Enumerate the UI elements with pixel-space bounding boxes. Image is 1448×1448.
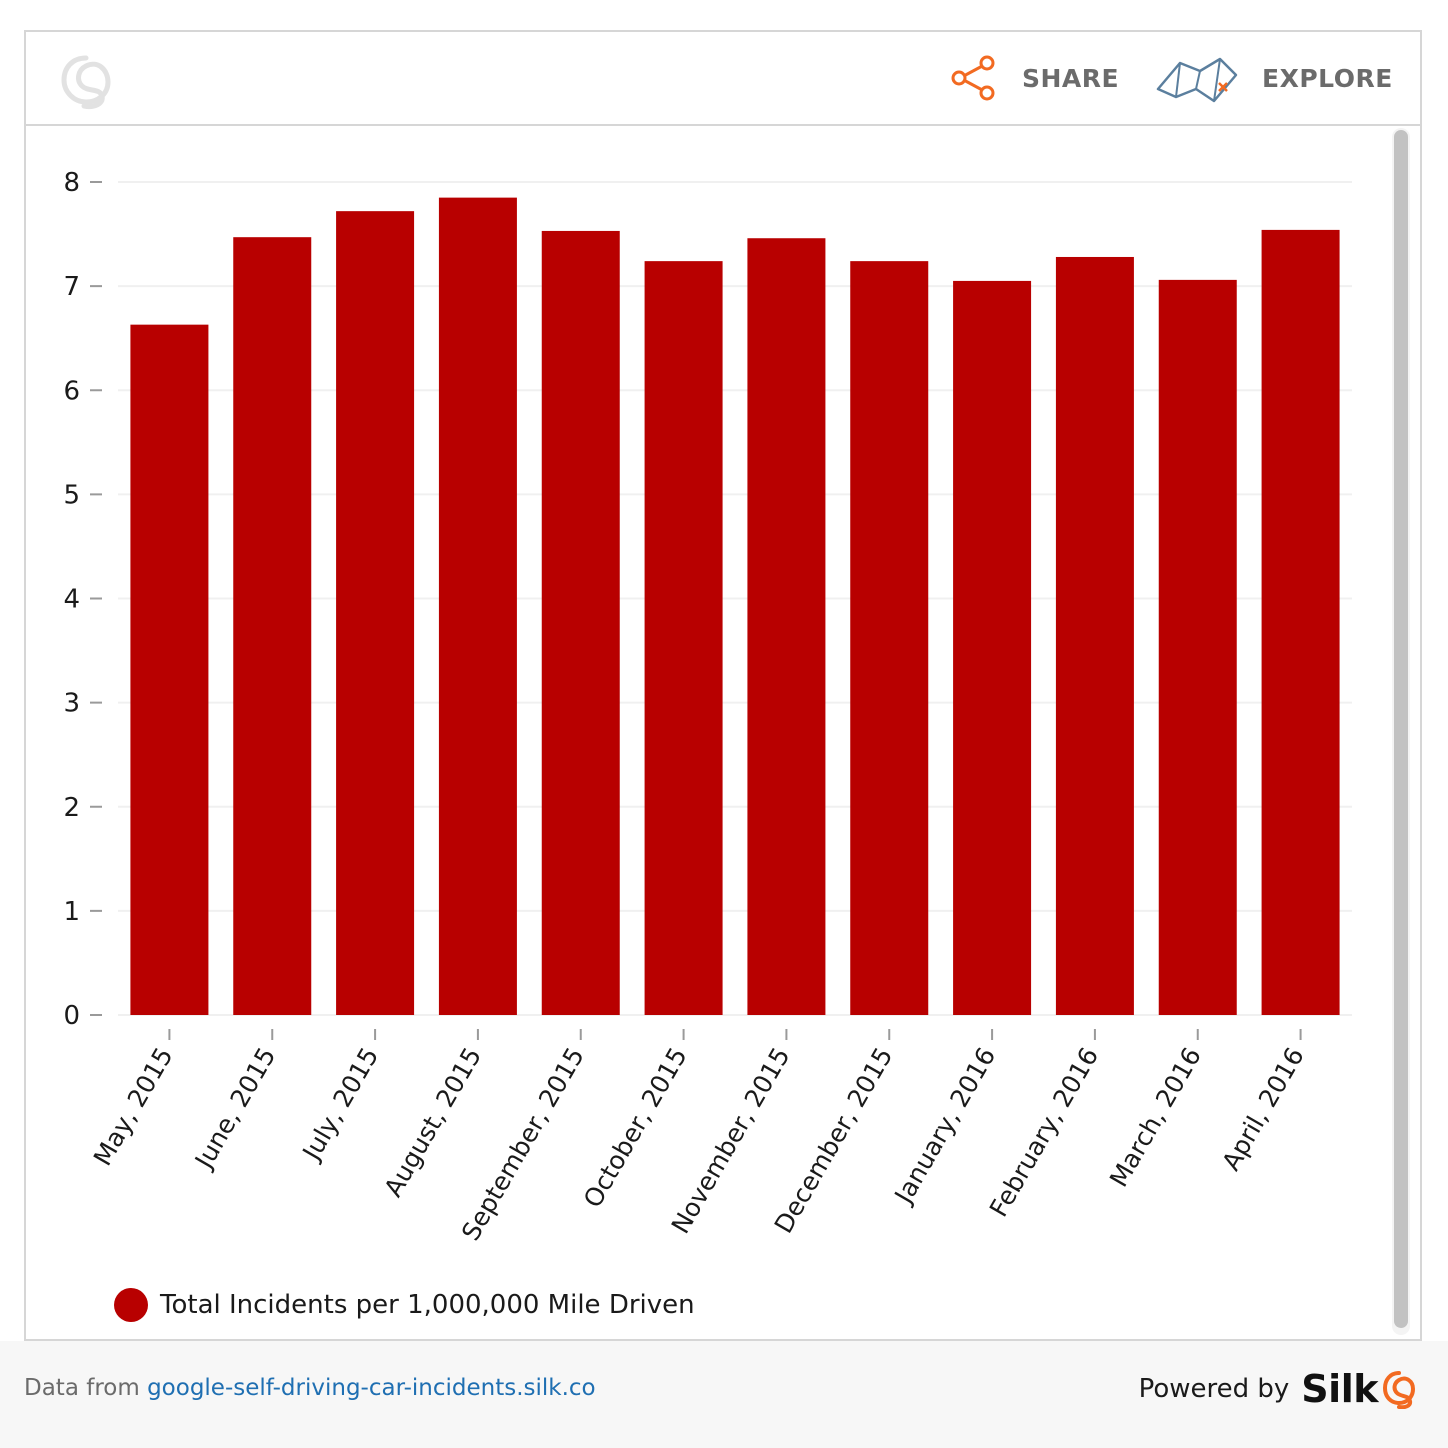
y-tick-label: 8: [63, 168, 80, 198]
share-label: SHARE: [1022, 63, 1120, 93]
data-source: Data from google-self-driving-car-incide…: [24, 1375, 596, 1401]
bar: [953, 280, 1032, 1015]
x-tick-label: February, 2016: [984, 1043, 1104, 1222]
footer: Data from google-self-driving-car-incide…: [0, 1341, 1448, 1448]
y-tick-label: 5: [63, 480, 80, 510]
x-tick-label: March, 2016: [1104, 1043, 1207, 1192]
x-tick-label: January, 2016: [888, 1043, 1001, 1210]
x-tick-label: May, 2015: [88, 1043, 179, 1171]
source-prefix: Data from: [24, 1375, 148, 1401]
map-icon: [1156, 57, 1238, 103]
bar: [644, 261, 723, 1015]
powered-by[interactable]: Powered by Silk: [1139, 1367, 1416, 1411]
y-tick-label: 6: [63, 376, 80, 406]
x-tick-label: June, 2015: [188, 1043, 281, 1175]
widget-header: SHARE EXPLORE: [26, 32, 1420, 126]
x-tick-label: August, 2015: [378, 1043, 487, 1202]
share-nodes-icon: [951, 55, 995, 101]
explore-button[interactable]: EXPLORE: [1154, 48, 1393, 108]
bar: [130, 324, 209, 1015]
silk-brand: Silk: [1301, 1367, 1378, 1411]
bar: [438, 197, 517, 1015]
explore-label: EXPLORE: [1262, 63, 1393, 93]
chart-widget: SHARE EXPLORE 0 1 2 3 4 5 6 7 8 May, 2015 June, 20…: [24, 30, 1422, 1341]
y-tick-label: 1: [63, 897, 80, 927]
bar: [850, 261, 929, 1015]
x-tick-label: December, 2015: [769, 1043, 899, 1239]
y-tick-label: 3: [63, 689, 80, 719]
legend-label: Total Incidents per 1,000,000 Mile Drive…: [160, 1290, 695, 1320]
bar-chart: 0 1 2 3 4 5 6 7 8 May, 2015 June, 2015 July, 2015Au…: [63, 168, 1352, 1246]
silk-leaf-icon: [1382, 1371, 1416, 1409]
bar: [1055, 256, 1134, 1016]
x-tick-label: April, 2016: [1216, 1043, 1309, 1176]
legend[interactable]: Total Incidents per 1,000,000 Mile Drive…: [114, 1288, 695, 1322]
bar: [747, 238, 826, 1016]
y-tick-label: 2: [63, 793, 80, 823]
x-tick-label: July, 2015: [296, 1043, 384, 1167]
legend-swatch: [114, 1288, 148, 1322]
y-tick-label: 0: [63, 1001, 80, 1031]
bar: [233, 237, 312, 1015]
y-tick-label: 4: [63, 585, 80, 615]
vertical-scrollbar[interactable]: [1392, 128, 1410, 1335]
bar: [541, 230, 620, 1016]
source-link[interactable]: google-self-driving-car-incidents.silk.c…: [147, 1375, 596, 1401]
powered-by-label: Powered by: [1138, 1374, 1290, 1404]
scrollbar-thumb[interactable]: [1394, 130, 1408, 1328]
bar: [1261, 229, 1340, 1015]
bar: [1158, 279, 1237, 1015]
y-tick-label: 7: [63, 272, 80, 302]
bar: [336, 211, 415, 1015]
silk-leaf-icon[interactable]: [58, 52, 114, 112]
x-tick-label: October, 2015: [578, 1043, 693, 1213]
share-button[interactable]: SHARE: [948, 48, 1119, 108]
